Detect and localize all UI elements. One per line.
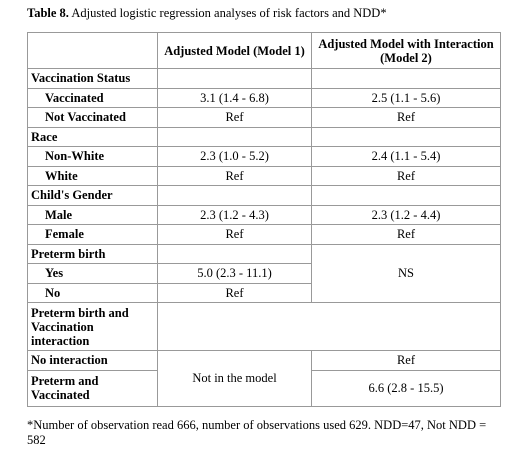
cell: 2.4 (1.1 - 5.4) — [311, 146, 501, 167]
row-label: Yes — [27, 263, 158, 284]
row-label: White — [27, 165, 158, 186]
cell — [157, 243, 312, 264]
group-label: Race — [27, 126, 158, 147]
cell: 2.3 (1.2 - 4.3) — [157, 204, 312, 225]
cell: Ref — [311, 224, 501, 245]
footnote: *Number of observation read 666, number … — [27, 418, 487, 447]
cell: Ref — [311, 350, 501, 371]
regression-table: Adjusted Model (Model 1) Adjusted Model … — [27, 32, 501, 407]
group-label: Child's Gender — [27, 185, 158, 206]
cell — [311, 68, 501, 89]
header-cell: Adjusted Model with Interaction (Model 2… — [311, 32, 501, 69]
cell: Ref — [157, 224, 312, 245]
cell: Ref — [157, 282, 312, 303]
row-label: Non-White — [27, 146, 158, 167]
cell: NS — [311, 243, 501, 303]
table-title: Table 8. Adjusted logistic regression an… — [27, 6, 387, 21]
row: Vaccinated 3.1 (1.4 - 6.8) 2.5 (1.1 - 5.6) — [27, 87, 501, 108]
row-label: Preterm and Vaccinated — [27, 369, 158, 407]
row: Preterm birth NS — [27, 243, 501, 303]
row: Preterm and Vaccinated 6.6 (2.8 - 15.5) — [27, 369, 501, 407]
group-label: Vaccination Status — [27, 68, 158, 89]
cell: 2.5 (1.1 - 5.6) — [311, 87, 501, 108]
cell: 6.6 (2.8 - 15.5) — [311, 369, 501, 407]
cell: Ref — [157, 107, 312, 128]
cell — [157, 68, 312, 89]
cell: 5.0 (2.3 - 11.1) — [157, 263, 312, 284]
row-label: No — [27, 282, 158, 303]
row: Female Ref Ref — [27, 224, 501, 245]
row: Child's Gender — [27, 185, 501, 206]
row-label: Vaccinated — [27, 87, 158, 108]
row: White Ref Ref — [27, 165, 501, 186]
cell: Ref — [157, 165, 312, 186]
cell: Ref — [311, 165, 501, 186]
cell — [157, 302, 501, 351]
cell: 2.3 (1.0 - 5.2) — [157, 146, 312, 167]
cell — [311, 185, 501, 206]
row-label: No interaction — [27, 350, 158, 371]
cell — [311, 126, 501, 147]
cell: Not in the model — [157, 350, 312, 407]
group-label: Preterm birth and Vaccination interactio… — [27, 302, 158, 351]
row: No interaction Not in the model Ref — [27, 350, 501, 407]
row-label: Female — [27, 224, 158, 245]
row: Vaccination Status — [27, 68, 501, 89]
row: Male 2.3 (1.2 - 4.3) 2.3 (1.2 - 4.4) — [27, 204, 501, 225]
header-cell: Adjusted Model (Model 1) — [157, 32, 312, 69]
row: Not Vaccinated Ref Ref — [27, 107, 501, 128]
cell: 2.3 (1.2 - 4.4) — [311, 204, 501, 225]
cell — [157, 126, 312, 147]
row: Race — [27, 126, 501, 147]
row-label: Not Vaccinated — [27, 107, 158, 128]
table-caption: Adjusted logistic regression analyses of… — [71, 6, 387, 20]
table-label: Table 8. — [27, 6, 69, 20]
group-label: Preterm birth — [27, 243, 158, 264]
row: Non-White 2.3 (1.0 - 5.2) 2.4 (1.1 - 5.4) — [27, 146, 501, 167]
row: Preterm birth and Vaccination interactio… — [27, 302, 501, 351]
header-cell — [27, 32, 158, 69]
cell: Ref — [311, 107, 501, 128]
cell — [157, 185, 312, 206]
row-label: Male — [27, 204, 158, 225]
cell: 3.1 (1.4 - 6.8) — [157, 87, 312, 108]
header-row: Adjusted Model (Model 1) Adjusted Model … — [27, 32, 501, 69]
